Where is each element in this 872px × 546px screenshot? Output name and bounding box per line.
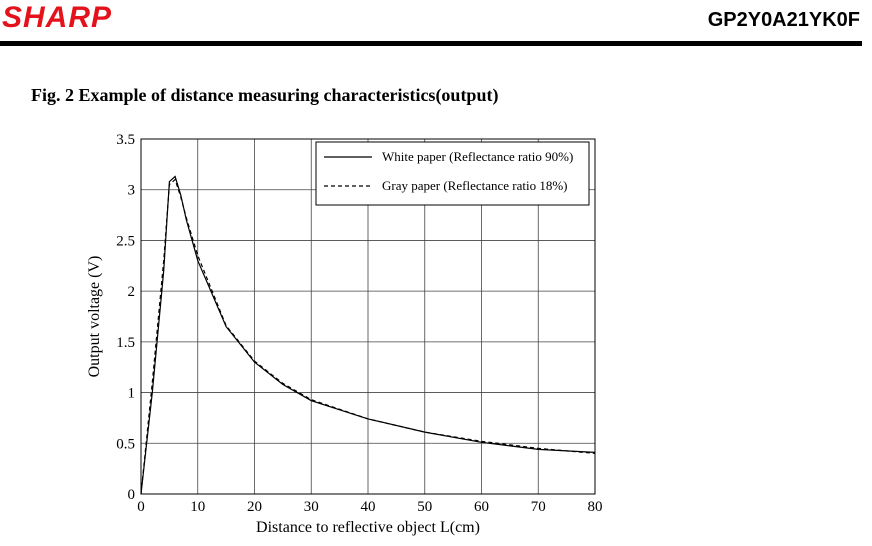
y-tick-label: 2.5: [116, 233, 135, 249]
x-tick-label: 70: [531, 499, 546, 515]
model-number: GP2Y0A21YK0F: [707, 9, 860, 31]
x-tick-label: 10: [190, 499, 205, 515]
figure-title: Fig. 2 Example of distance measuring cha…: [31, 85, 499, 105]
x-tick-label: 30: [304, 499, 319, 515]
chart-legend: White paper (Reflectance ratio 90%) Gray …: [315, 141, 590, 206]
chart-ticks: 0 10 20 30 40 50 60 70 80 0 0.5 1 1.5 2 2.5 3 3.5: [116, 132, 602, 515]
y-tick-label: 3.5: [116, 132, 135, 148]
y-tick-label: 1.5: [116, 335, 135, 351]
chart-series: [140, 175, 596, 495]
y-tick-label: 3: [128, 183, 136, 199]
legend-label: White paper (Reflectance ratio 90%): [382, 149, 573, 164]
y-tick-label: 0: [128, 487, 136, 503]
sharp-logo: SHARP: [2, 1, 113, 34]
x-tick-label: 80: [588, 499, 603, 515]
x-tick-label: 50: [417, 499, 432, 515]
x-tick-label: 20: [247, 499, 262, 515]
series-line-2: [140, 178, 596, 495]
x-tick-label: 60: [474, 499, 489, 515]
y-tick-label: 1: [128, 386, 136, 402]
x-tick-label: 40: [361, 499, 376, 515]
y-axis-label: Output voltage (V): [86, 256, 103, 378]
legend-label: Gray paper (Reflectance ratio 18%): [382, 178, 568, 193]
legend-box: [315, 141, 590, 206]
x-axis-label: Distance to reflective object L(cm): [256, 519, 480, 536]
header-rule: [0, 41, 862, 46]
x-tick-label: 0: [137, 499, 145, 515]
y-tick-label: 2: [128, 284, 136, 300]
y-tick-label: 0.5: [116, 436, 135, 452]
plot-frame: [140, 138, 596, 495]
